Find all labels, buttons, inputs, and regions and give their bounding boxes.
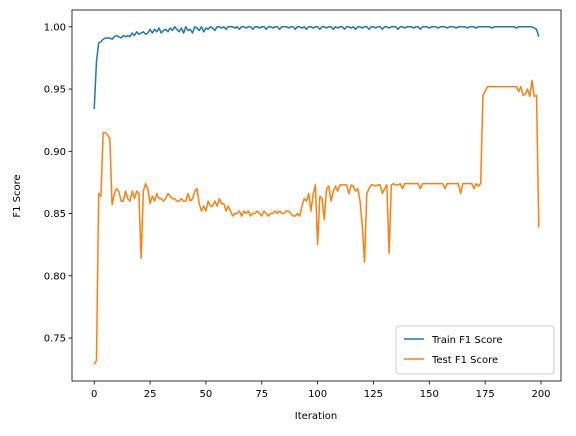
x-tick-label: 75 xyxy=(255,389,268,400)
x-tick-label: 25 xyxy=(144,389,157,400)
y-tick-label: 0.95 xyxy=(44,85,66,96)
x-tick-label: 200 xyxy=(531,389,550,400)
x-tick-label: 125 xyxy=(364,389,383,400)
x-tick-label: 0 xyxy=(91,389,97,400)
x-tick-label: 150 xyxy=(420,389,439,400)
x-tick-label: 100 xyxy=(308,389,327,400)
y-tick-label: 0.90 xyxy=(44,147,66,158)
x-tick-label: 50 xyxy=(200,389,213,400)
y-tick-label: 0.75 xyxy=(44,334,66,345)
legend-box xyxy=(395,325,555,375)
y-tick-label: 0.80 xyxy=(44,271,66,282)
y-axis-label: F1 Score xyxy=(12,174,23,217)
series-line xyxy=(93,79,540,365)
plot-frame xyxy=(71,9,562,382)
series-line xyxy=(93,26,540,110)
legend-label: Test F1 Score xyxy=(431,355,498,366)
y-tick-label: 1.00 xyxy=(44,22,66,33)
x-axis-label: Iteration xyxy=(295,411,337,422)
x-tick-label: 175 xyxy=(476,389,495,400)
y-tick-label: 0.85 xyxy=(44,209,66,220)
legend-label: Train F1 Score xyxy=(431,335,502,346)
